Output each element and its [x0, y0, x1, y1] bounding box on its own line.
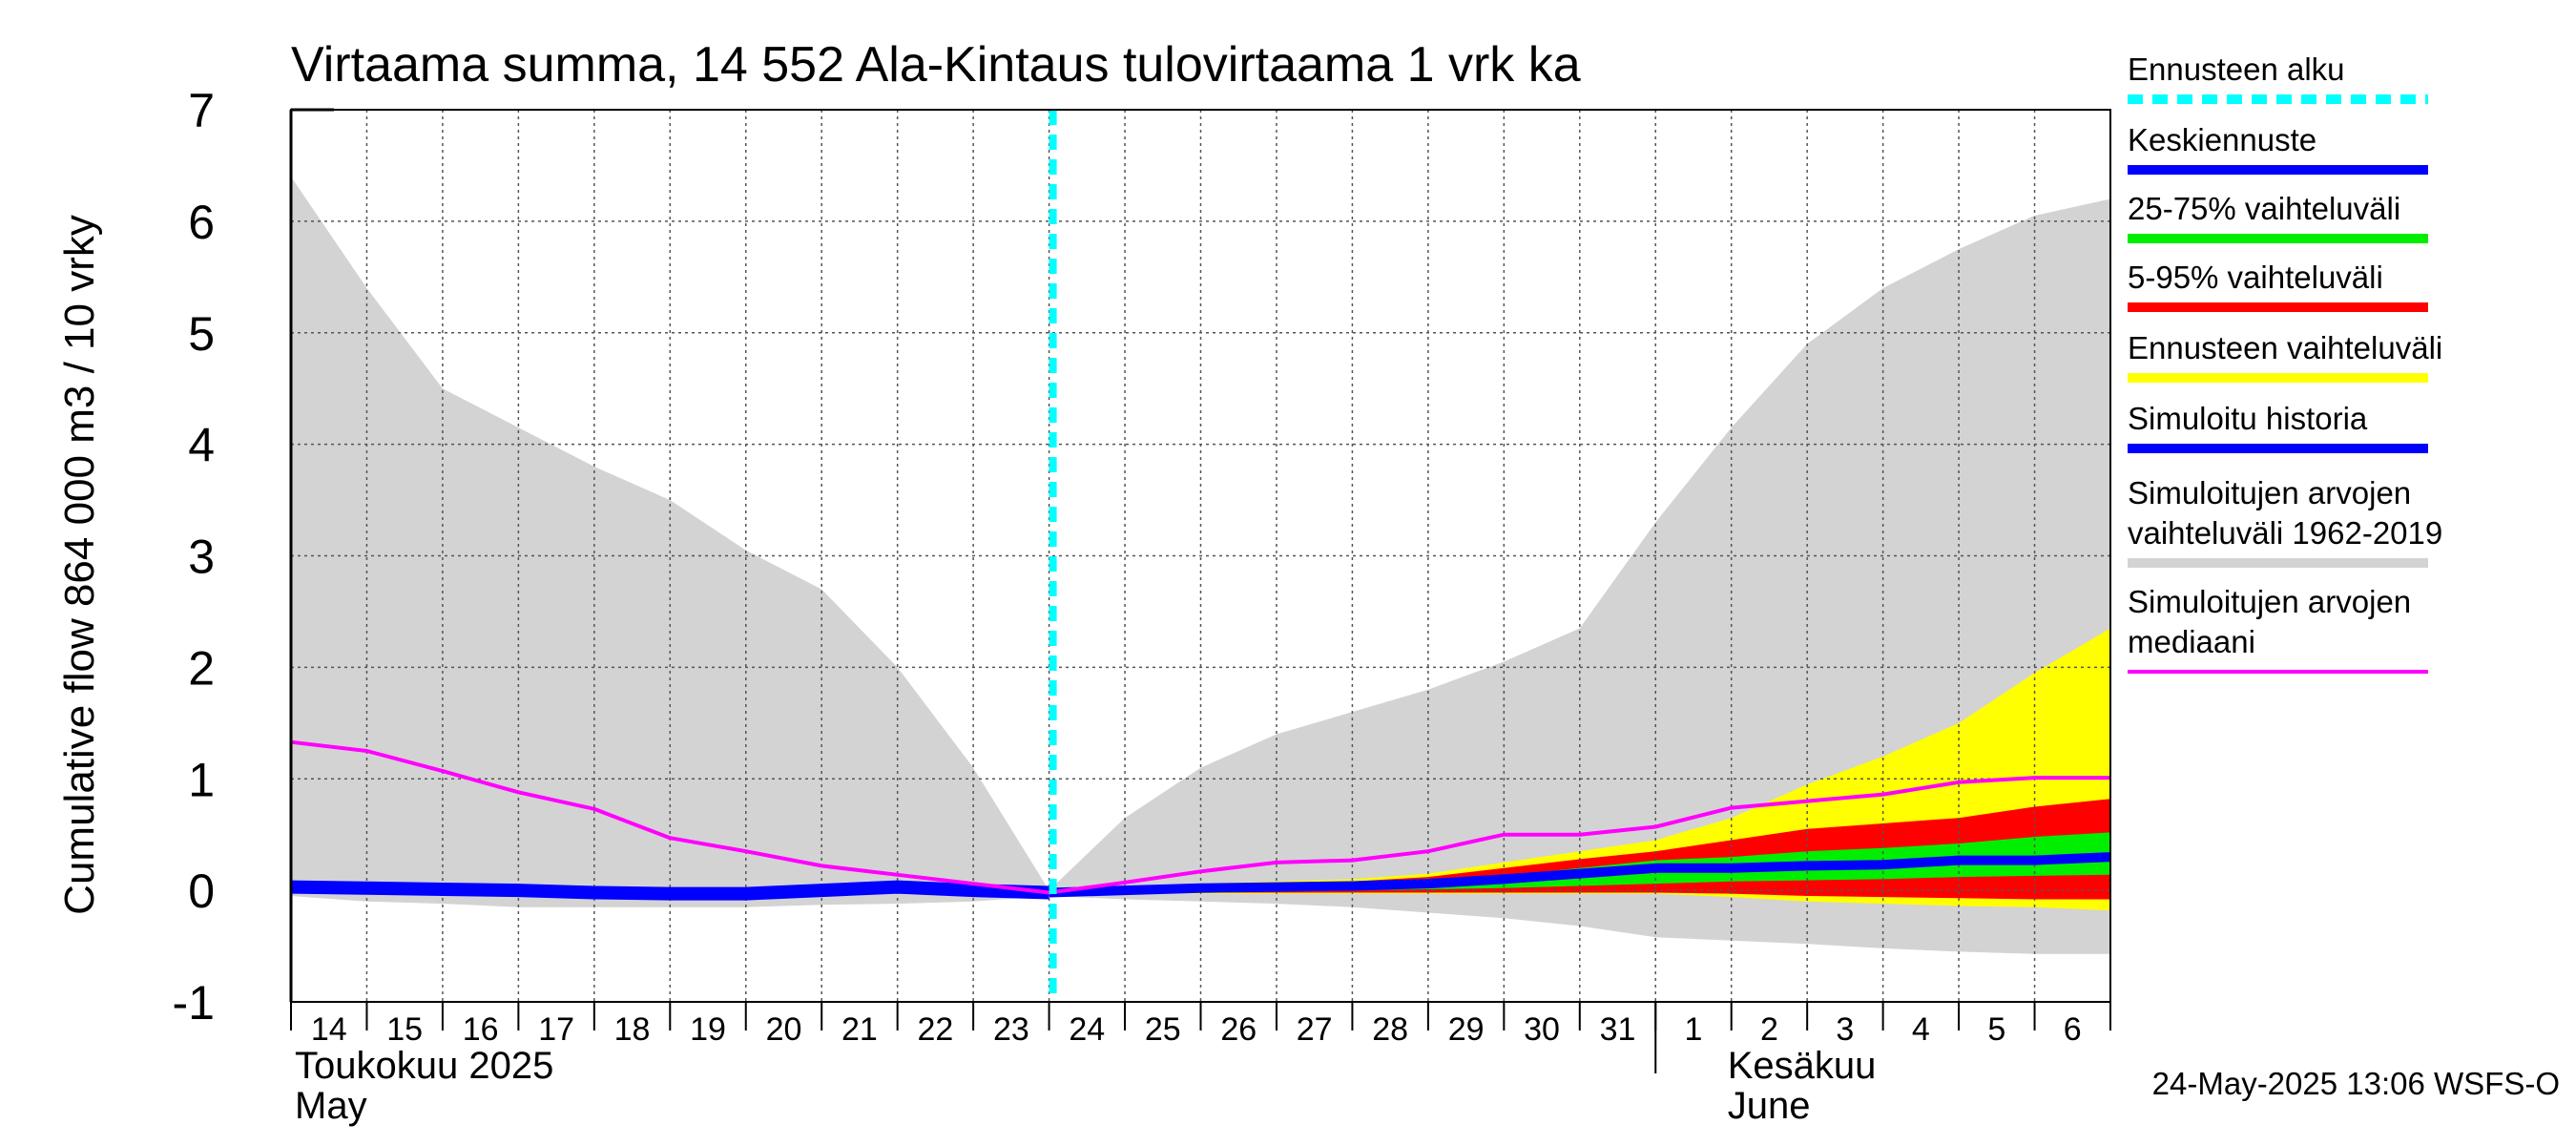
month-label-english: June [1728, 1085, 1811, 1127]
legend-item-keskiennuste: Keskiennuste [2128, 122, 2428, 175]
x-tick-label: 19 [690, 1011, 726, 1048]
x-tick-label: 26 [1220, 1011, 1257, 1048]
y-tick-label: 1 [188, 753, 215, 806]
y-tick-label: 6 [188, 196, 215, 249]
x-tick-label: 21 [841, 1011, 878, 1048]
legend-item-ennusteen-vaihteluv-li: Ennusteen vaihteluväli [2128, 330, 2442, 383]
legend-label: 5-95% vaihteluväli [2128, 260, 2383, 295]
x-tick-label: 27 [1297, 1011, 1333, 1048]
x-tick-label: 4 [1912, 1011, 1930, 1048]
x-tick-label: 14 [311, 1011, 347, 1048]
legend-label: Simuloitujen arvojen [2128, 584, 2411, 619]
x-tick-label: 5 [1987, 1011, 2005, 1048]
legend-item-simuloitujen-arvojen-mediaani: Simuloitujen arvojen mediaani [2128, 584, 2428, 674]
x-tick-label: 6 [2064, 1011, 2082, 1048]
legend-item-ennusteen-alku: Ennusteen alku [2128, 52, 2428, 104]
y-tick-label: 0 [188, 864, 215, 918]
x-tick-label: 16 [463, 1011, 499, 1048]
x-tick-label: 18 [614, 1011, 651, 1048]
x-tick-label: 2 [1760, 1011, 1778, 1048]
x-tick-label: 15 [386, 1011, 423, 1048]
chart-title: Virtaama summa, 14 552 Ala-Kintaus tulov… [291, 37, 1581, 93]
line-layer [290, 110, 2111, 1002]
x-tick-label: 20 [766, 1011, 802, 1048]
y-tick-label: 4 [188, 419, 215, 472]
x-tick-label: 29 [1448, 1011, 1485, 1048]
legend-label: Keskiennuste [2128, 122, 2316, 157]
legend-label: mediaani [2128, 624, 2255, 659]
legend-item-simuloitujen-arvojen-vaihteluv-li-1962-2019: Simuloitujen arvojen vaihteluväli 1962-20… [2128, 475, 2442, 568]
legend-label: vaihteluväli 1962-2019 [2128, 515, 2442, 551]
y-axis-label: Cumulative flow 864 000 m3 / 10 vrky [56, 215, 103, 915]
month-label: Toukokuu 2025 [295, 1045, 553, 1087]
legend-label: Simuloitu historia [2128, 401, 2368, 436]
x-tick-label: 25 [1145, 1011, 1181, 1048]
month-label: Kesäkuu [1728, 1045, 1877, 1087]
legend-item-25-75-vaihteluv-li: 25-75% vaihteluväli [2128, 191, 2428, 243]
legend-item-simuloitu-historia: Simuloitu historia [2128, 401, 2428, 453]
legend-item-5-95-vaihteluv-li: 5-95% vaihteluväli [2128, 260, 2428, 312]
x-tick-label: 3 [1836, 1011, 1854, 1048]
x-tick-label: 23 [993, 1011, 1029, 1048]
line-simuloitu-historia [290, 880, 1049, 901]
x-tick-label: 30 [1524, 1011, 1560, 1048]
band-25-75-vaihteluv-li [1049, 832, 2110, 891]
y-tick-label: 7 [188, 84, 215, 137]
y-tick-label: 3 [188, 531, 215, 584]
line-keskiennuste [1049, 852, 2111, 898]
x-tick-label: 22 [917, 1011, 953, 1048]
x-tick-label: 1 [1685, 1011, 1703, 1048]
y-tick-label: -1 [173, 976, 215, 1030]
month-label-english: May [295, 1085, 367, 1127]
y-tick-label: 2 [188, 641, 215, 695]
y-tick-label: 5 [188, 307, 215, 361]
legend-label: Ennusteen alku [2128, 52, 2345, 87]
legend-label: 25-75% vaihteluväli [2128, 191, 2400, 226]
x-tick-label: 17 [538, 1011, 574, 1048]
legend: Ennusteen alku Keskiennuste 25-75% vaihtel… [2128, 52, 2442, 674]
legend-label: Ennusteen vaihteluväli [2128, 330, 2442, 365]
legend-label: Simuloitujen arvojen [2128, 475, 2411, 510]
x-tick-label: 28 [1372, 1011, 1408, 1048]
x-tick-label: 31 [1600, 1011, 1636, 1048]
x-tick-label: 24 [1069, 1011, 1105, 1048]
timestamp-footer: 24-May-2025 13:06 WSFS-O [2152, 1066, 2560, 1101]
line-simuloitujen-arvojen-mediaani [290, 739, 2110, 895]
